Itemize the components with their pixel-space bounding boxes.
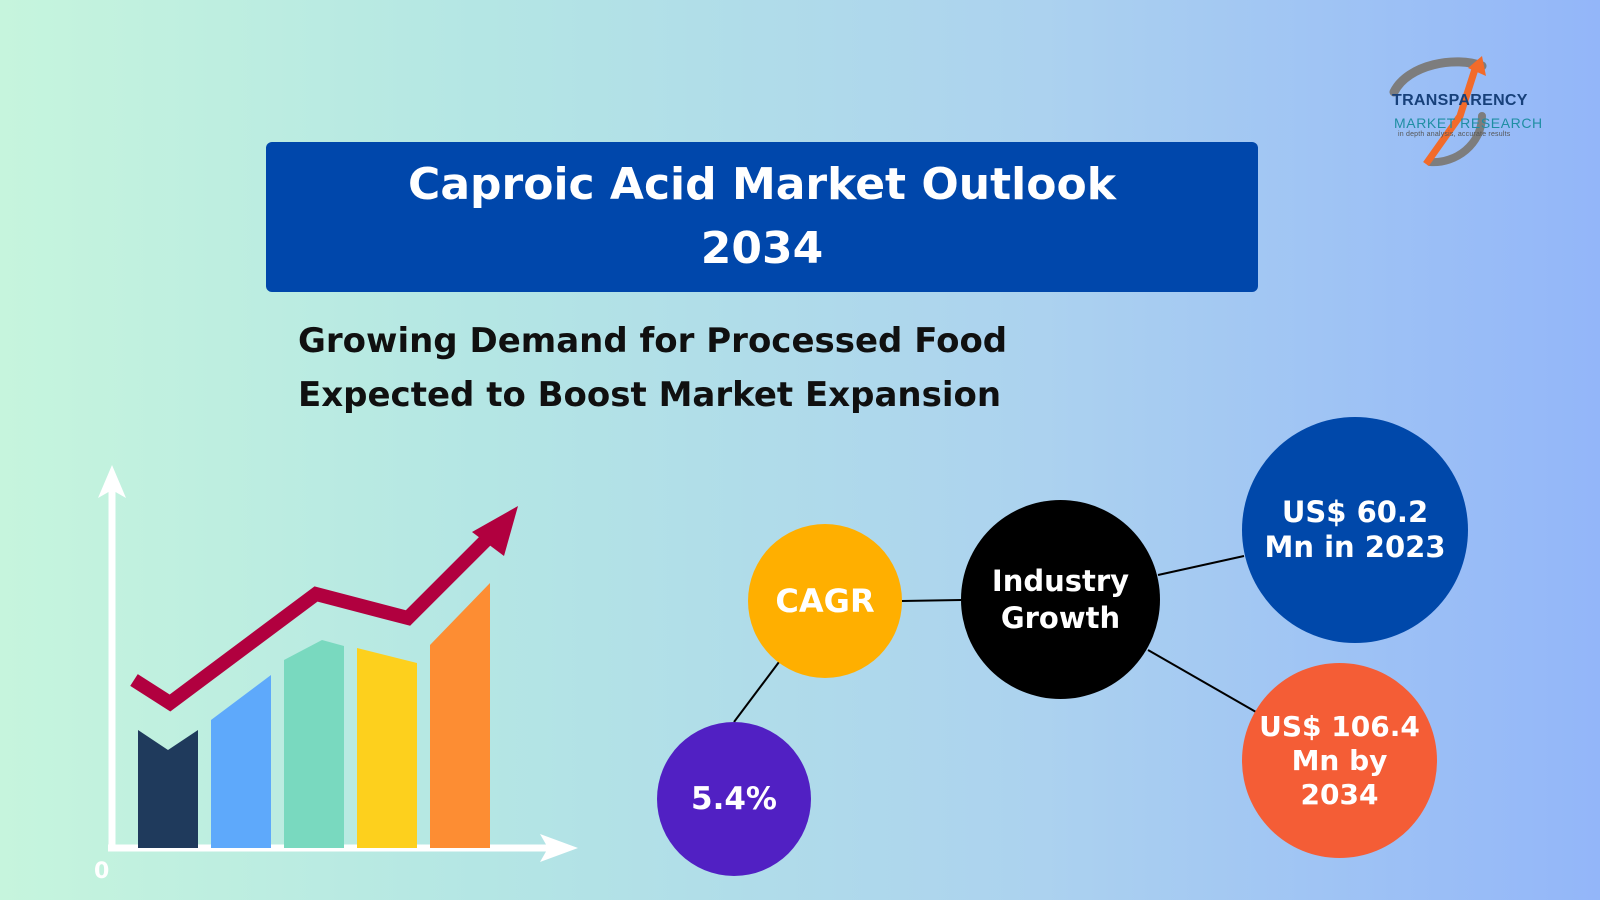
industry-growth-line-1: Industry [991,563,1130,598]
value-2034-line-2: Mn by [1291,743,1388,777]
y-axis-arrow-icon [98,465,126,498]
industry-growth-line-2: Growth [1000,600,1121,635]
illustration-bar-4 [357,648,417,848]
value-2023-line-2: Mn in 2023 [1264,530,1446,564]
logo-tagline: in depth analysis, accurate results [1398,131,1511,138]
value-2023-bubble: US$ 60.2 Mn in 2023 [1242,417,1468,643]
illustration-bar-3 [284,640,344,848]
x-axis-arrow-icon [540,834,578,862]
connector-cagr-growth [901,599,962,602]
subtitle: Growing Demand for Processed Food Expect… [298,314,1198,422]
connector-cagr-rate [733,661,780,723]
logo-subname: MARKET RESEARCH [1394,115,1543,131]
title-line-1: Caproic Acid Market Outlook [408,159,1116,210]
value-2034-bubble: US$ 106.4 Mn by 2034 [1242,663,1437,858]
connector-growth-2034 [1147,649,1257,713]
industry-growth-bubble: Industry Growth [961,500,1160,699]
origin-label: 0 [94,859,109,884]
trend-arrow-line [130,525,501,712]
illustration-bar-2 [211,675,271,848]
connector-growth-2023 [1157,555,1245,576]
illustration-bar-5 [430,583,490,848]
value-2034-line-3: 2034 [1300,777,1379,811]
logo-icon [1389,56,1487,167]
cagr-label: CAGR [775,581,875,620]
cagr-bubble: CAGR [748,524,902,678]
title-line-2: 2034 [700,223,824,274]
growth-chart-illustration: 0 [94,465,578,884]
value-2023-line-1: US$ 60.2 [1281,495,1429,529]
subtitle-line-1: Growing Demand for Processed Food [298,321,1008,361]
subtitle-line-2: Expected to Boost Market Expansion [298,375,1002,415]
cagr-value-bubble: 5.4% [657,722,811,876]
cagr-value: 5.4% [691,780,777,817]
trend-arrowhead-icon [472,506,518,556]
illustration-bar-1 [138,730,198,848]
logo-name: TRANSPARENCY [1392,92,1528,109]
title-banner: Caproic Acid Market Outlook 2034 [266,142,1258,292]
value-2034-line-1: US$ 106.4 [1259,709,1420,743]
